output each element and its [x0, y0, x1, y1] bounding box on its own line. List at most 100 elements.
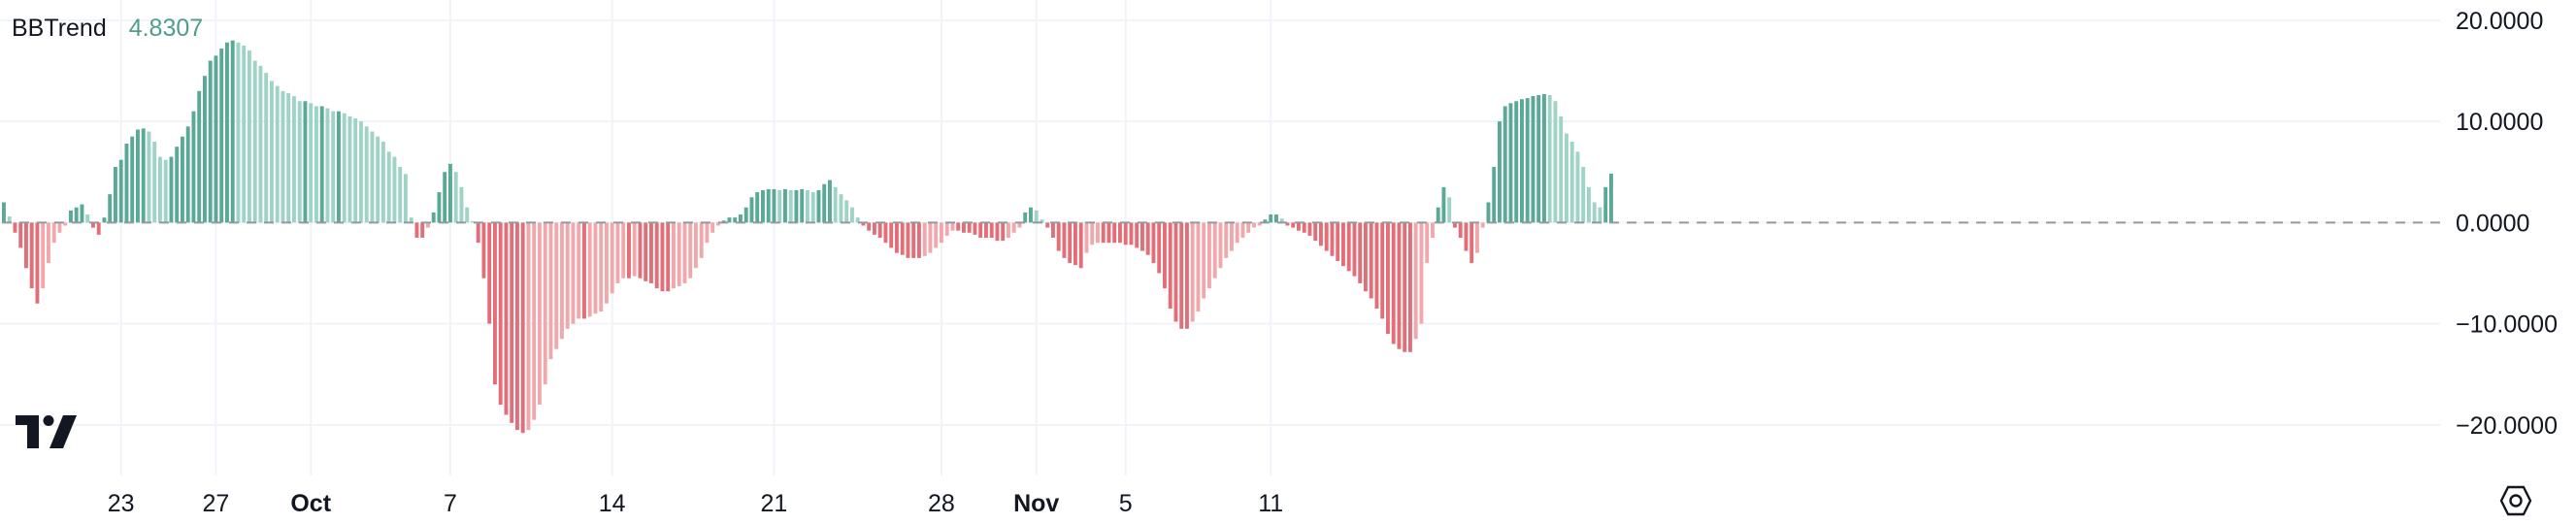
bar-181 [1011, 222, 1016, 233]
bar-212 [1185, 222, 1189, 329]
bar-263 [1470, 222, 1474, 264]
bar-266 [1486, 202, 1491, 223]
bar-28 [158, 156, 162, 223]
bar-210 [1173, 222, 1178, 322]
bar-274 [1531, 96, 1536, 223]
bar-14 [80, 204, 84, 223]
bar-29 [163, 159, 168, 223]
y-tick-label-3: −10.0000 [2456, 311, 2558, 339]
y-tick-label-0: 20.0000 [2456, 8, 2543, 35]
bar-144 [806, 190, 809, 223]
bar-77 [431, 212, 436, 223]
bar-127 [710, 222, 715, 233]
bar-43 [242, 45, 247, 223]
bar-86 [481, 222, 486, 278]
y-axis[interactable]: 20.0000 10.0000 0.0000 −10.0000 −20.0000 [2456, 8, 2558, 440]
bar-161 [900, 222, 905, 255]
bar-176 [984, 222, 988, 238]
bar-56 [314, 106, 318, 223]
bar-133 [743, 207, 748, 223]
bar-200 [1118, 222, 1122, 244]
tradingview-logo-icon[interactable] [16, 415, 78, 453]
bar-124 [694, 222, 698, 269]
bar-25 [141, 128, 146, 223]
bar-152 [850, 207, 854, 223]
bar-253 [1413, 222, 1418, 340]
bar-126 [705, 222, 710, 244]
bar-110 [615, 222, 620, 283]
bar-119 [666, 222, 671, 292]
bar-185 [1034, 210, 1039, 223]
bar-264 [1475, 222, 1479, 253]
indicator-name[interactable]: BBTrend [12, 15, 107, 42]
bar-53 [297, 101, 302, 223]
bar-121 [677, 222, 681, 287]
bar-108 [605, 222, 609, 304]
bar-88 [493, 222, 497, 385]
bar-44 [248, 50, 251, 223]
bar-4 [24, 222, 28, 269]
bar-254 [1419, 222, 1424, 324]
bar-150 [839, 194, 843, 223]
bar-62 [347, 115, 352, 223]
bar-222 [1240, 222, 1245, 238]
bar-134 [749, 197, 754, 223]
bar-104 [582, 222, 586, 319]
bar-36 [203, 76, 207, 223]
bar-3 [18, 222, 23, 248]
bar-78 [437, 192, 442, 223]
bar-89 [498, 222, 503, 406]
bar-72 [404, 174, 408, 223]
x-tick-label-1: 27 [203, 490, 230, 517]
bar-81 [453, 172, 458, 223]
bar-245 [1369, 222, 1373, 299]
bar-0 [2, 202, 6, 223]
bar-130 [727, 217, 732, 223]
bar-19 [108, 194, 113, 223]
bar-117 [654, 222, 659, 289]
bar-73 [409, 217, 413, 223]
bar-34 [191, 111, 196, 223]
bar-107 [599, 222, 604, 312]
bar-68 [381, 141, 385, 223]
bar-196 [1096, 222, 1100, 244]
bar-112 [627, 222, 631, 278]
bar-229 [1279, 218, 1284, 223]
bar-221 [1235, 222, 1239, 244]
bar-177 [989, 222, 994, 238]
bar-16 [91, 222, 95, 228]
x-axis[interactable]: 23 27 Oct 7 14 21 28 Nov 5 11 [108, 490, 1283, 517]
bar-27 [152, 141, 157, 223]
bar-179 [1001, 222, 1006, 242]
bar-280 [1565, 133, 1569, 223]
bar-145 [810, 192, 815, 223]
bar-249 [1391, 222, 1396, 344]
bar-13 [74, 207, 79, 223]
bar-167 [934, 222, 939, 248]
bar-120 [672, 222, 676, 289]
bar-220 [1230, 222, 1234, 251]
bar-38 [214, 55, 218, 223]
bar-37 [208, 60, 213, 223]
bar-94 [526, 222, 531, 431]
bar-50 [281, 90, 285, 223]
bar-223 [1246, 222, 1251, 233]
bar-242 [1352, 222, 1357, 277]
bar-58 [325, 108, 330, 223]
bar-270 [1508, 103, 1513, 223]
bar-252 [1408, 222, 1412, 352]
bar-18 [102, 217, 107, 223]
bar-194 [1084, 222, 1089, 253]
indicator-legend[interactable]: BBTrend 4.8307 [12, 10, 203, 47]
bar-7 [41, 222, 46, 289]
bar-166 [928, 222, 933, 253]
bar-234 [1307, 222, 1312, 236]
chart-settings-icon[interactable] [2498, 483, 2533, 523]
bar-178 [995, 222, 1000, 242]
bar-113 [632, 222, 637, 277]
bar-125 [699, 222, 704, 258]
indicator-value: 4.8307 [128, 15, 204, 42]
bar-157 [877, 222, 882, 238]
